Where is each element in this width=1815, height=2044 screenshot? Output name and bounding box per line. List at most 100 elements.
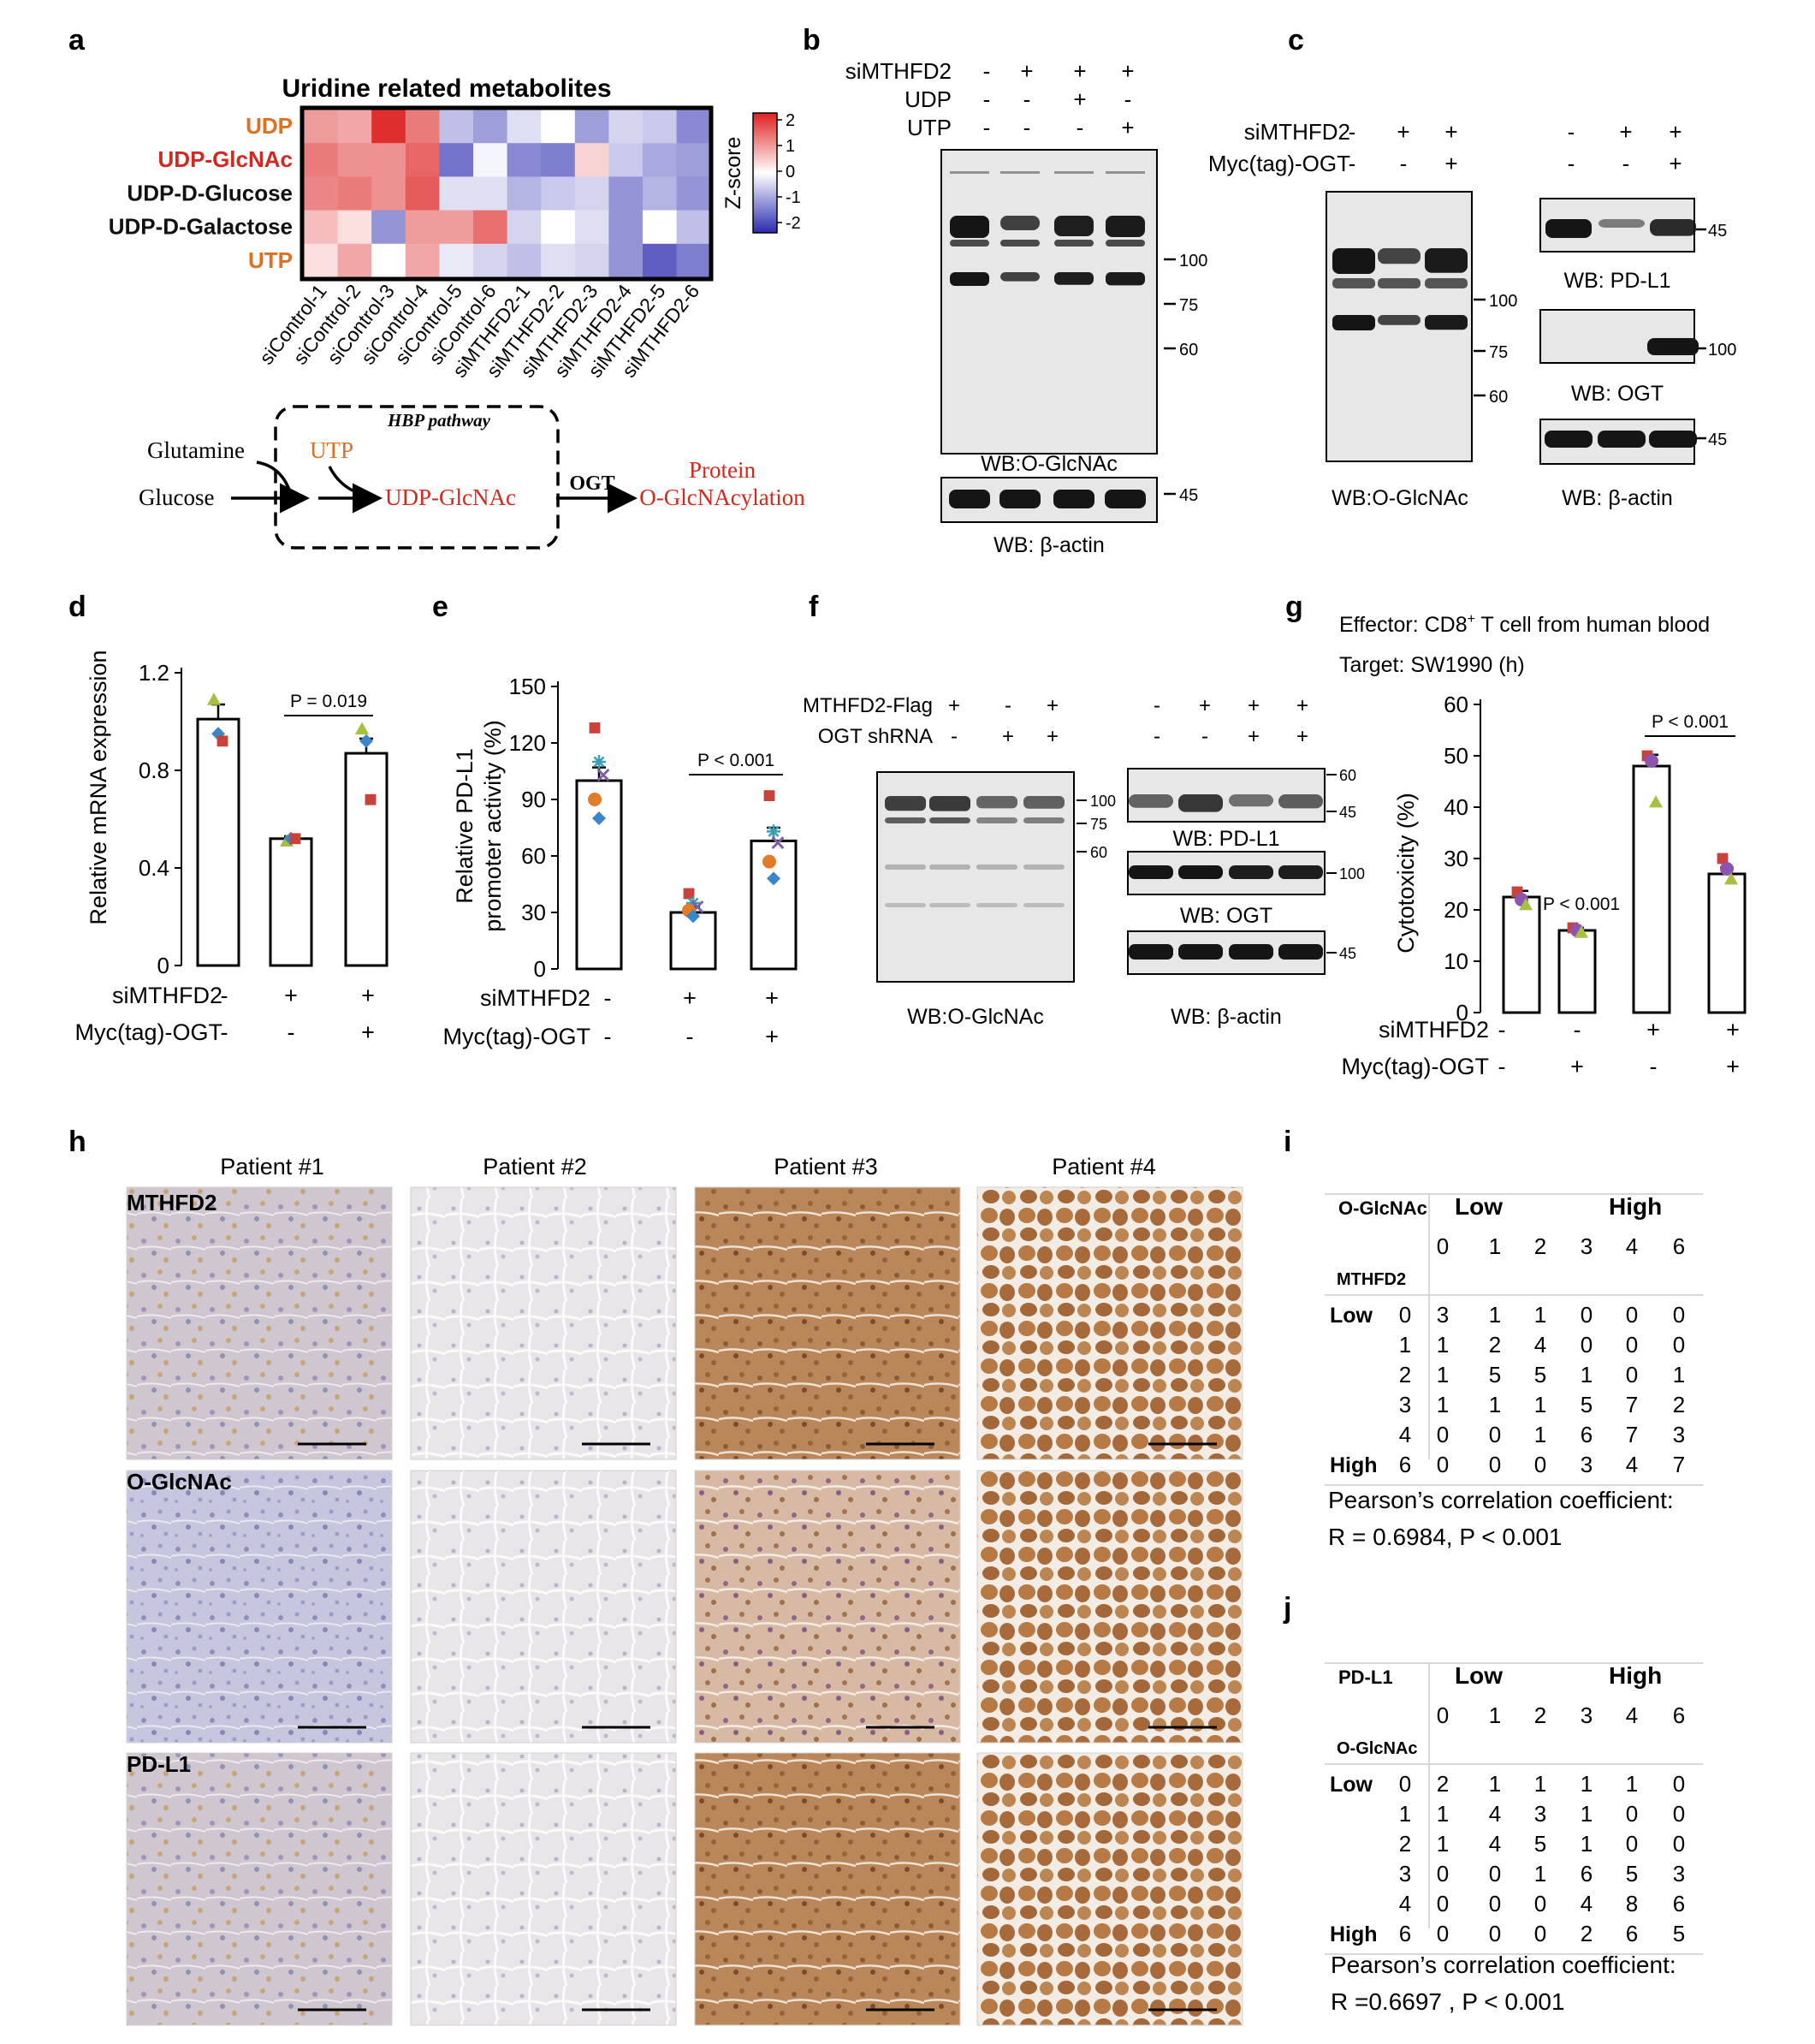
- table-col-score: 4: [1626, 1233, 1638, 1259]
- blot-band: [1598, 431, 1646, 448]
- heatmap-cell: [304, 176, 339, 211]
- table-cell: 0: [1626, 1801, 1638, 1827]
- table-col-score: 1: [1489, 1233, 1501, 1259]
- blot-band: [950, 272, 989, 286]
- table-cell: 1: [1489, 1302, 1501, 1328]
- mw-marker-label: 45: [1179, 486, 1198, 505]
- data-point: [771, 836, 785, 850]
- g-target: Target: SW1990 (h): [1339, 653, 1525, 677]
- table-cell: 1: [1581, 1831, 1593, 1857]
- stain-label-mthfd2: MTHFD2: [127, 1190, 216, 1215]
- table-col-score: 0: [1437, 1702, 1449, 1728]
- table-cell: 1: [1489, 1392, 1501, 1417]
- condition-label: UDP: [905, 86, 952, 112]
- table-corner-bottom: O-GlcNAc: [1337, 1739, 1417, 1758]
- blot-band: [1599, 219, 1645, 228]
- data-point: [1575, 925, 1588, 938]
- utp-label: UTP: [310, 437, 353, 463]
- blot-band: [1000, 171, 1040, 174]
- table-corner-top: PD-L1: [1338, 1667, 1393, 1688]
- heatmap-cell: [608, 176, 644, 211]
- blot-band: [976, 903, 1017, 907]
- table-cell: 5: [1534, 1362, 1546, 1387]
- heatmap-cell: [574, 110, 609, 144]
- heatmap-cell: [371, 110, 406, 144]
- panel-label-j: j: [1283, 1592, 1291, 1625]
- panel-label-c: c: [1288, 24, 1304, 56]
- minus-sign: -: [1650, 1054, 1658, 1079]
- heatmap-cell: [371, 243, 406, 278]
- y-tick-label: 90: [521, 787, 546, 812]
- data-point: [592, 811, 606, 825]
- heatmap-cell: [541, 143, 576, 177]
- blot-band: [1378, 278, 1421, 288]
- panel-label-e: e: [432, 591, 448, 623]
- table-row-score: 0: [1399, 1302, 1411, 1328]
- heatmap-cell: [676, 210, 711, 245]
- data-point: [355, 722, 369, 734]
- panel-label-a: a: [68, 24, 86, 56]
- heatmap-cell: [541, 243, 576, 278]
- plus-sign: +: [1047, 725, 1059, 748]
- table-cell: 3: [1437, 1302, 1449, 1328]
- table-cell: 1: [1581, 1801, 1593, 1827]
- zscore-label: Z-score: [721, 137, 745, 210]
- ihc-image-pdl1-patient-2: [410, 1752, 677, 2026]
- plus-sign: +: [1397, 119, 1409, 145]
- heatmap-title: Uridine related metabolites: [282, 74, 611, 103]
- table-row-score: 6: [1399, 1921, 1411, 1946]
- zscore-tick-label: 0: [786, 163, 795, 181]
- blot-band: [1054, 240, 1094, 247]
- heatmap-cell: [473, 210, 508, 245]
- table-cell: 1: [1534, 1771, 1546, 1797]
- data-point: [359, 734, 373, 748]
- condition-label: siMTHFD2: [112, 983, 222, 1008]
- table-cell: 5: [1581, 1392, 1593, 1417]
- patient-1-label: Patient #1: [220, 1154, 324, 1179]
- hbp-pathway-box: [274, 405, 560, 550]
- plus-sign: +: [1199, 694, 1211, 717]
- blot-band: [929, 796, 970, 811]
- minus-sign: -: [1622, 151, 1630, 176]
- blot-band: [1378, 315, 1421, 325]
- minus-sign: -: [1023, 86, 1031, 112]
- heatmap-cell: [405, 176, 440, 211]
- mw-marker-label: 60: [1090, 844, 1107, 861]
- e-ylabel-line1: Relative PD-L1: [452, 748, 477, 904]
- heatmap-cell: [405, 110, 440, 144]
- table-cell: 1: [1489, 1771, 1501, 1797]
- heatmap-cell: [643, 210, 678, 245]
- blot-band: [1054, 171, 1094, 174]
- y-tick-label: 60: [521, 843, 546, 869]
- data-point: [1519, 898, 1533, 911]
- table-cell: 0: [1626, 1302, 1638, 1328]
- mw-marker-label: 45: [1339, 804, 1356, 821]
- blot-band: [1106, 272, 1145, 286]
- zscore-tick-label: 2: [786, 111, 795, 130]
- data-point: [1649, 795, 1663, 808]
- blot-band: [1106, 240, 1145, 247]
- udp-glcnac-label: UDP-GlcNAc: [385, 484, 516, 510]
- table-cell: 2: [1673, 1392, 1685, 1417]
- c-caption-actin: WB: β-actin: [1562, 486, 1673, 510]
- heatmap-cell: [541, 110, 576, 144]
- table-cell: 1: [1534, 1422, 1546, 1447]
- i-stat-line1: Pearson’s correlation coefficient:: [1328, 1487, 1674, 1513]
- blot-band: [1129, 944, 1173, 960]
- plus-sign: +: [1073, 58, 1086, 84]
- stain-label-oglcnac: O-GlcNAc: [127, 1469, 232, 1494]
- plus-sign: +: [361, 1019, 375, 1045]
- blot-band: [1129, 865, 1173, 879]
- table-col-score: 6: [1673, 1702, 1685, 1728]
- table-cell: 5: [1673, 1921, 1685, 1946]
- y-tick-label: 0: [534, 956, 546, 982]
- table-cell: 0: [1673, 1332, 1685, 1358]
- heatmap-cell: [574, 210, 609, 245]
- minus-sign: -: [686, 1024, 694, 1049]
- minus-sign: -: [1005, 694, 1011, 717]
- table-cell: 3: [1534, 1801, 1546, 1827]
- protein-label: Protein: [689, 457, 756, 483]
- glucose-label: Glucose: [139, 484, 214, 510]
- table-cell: 6: [1581, 1422, 1593, 1447]
